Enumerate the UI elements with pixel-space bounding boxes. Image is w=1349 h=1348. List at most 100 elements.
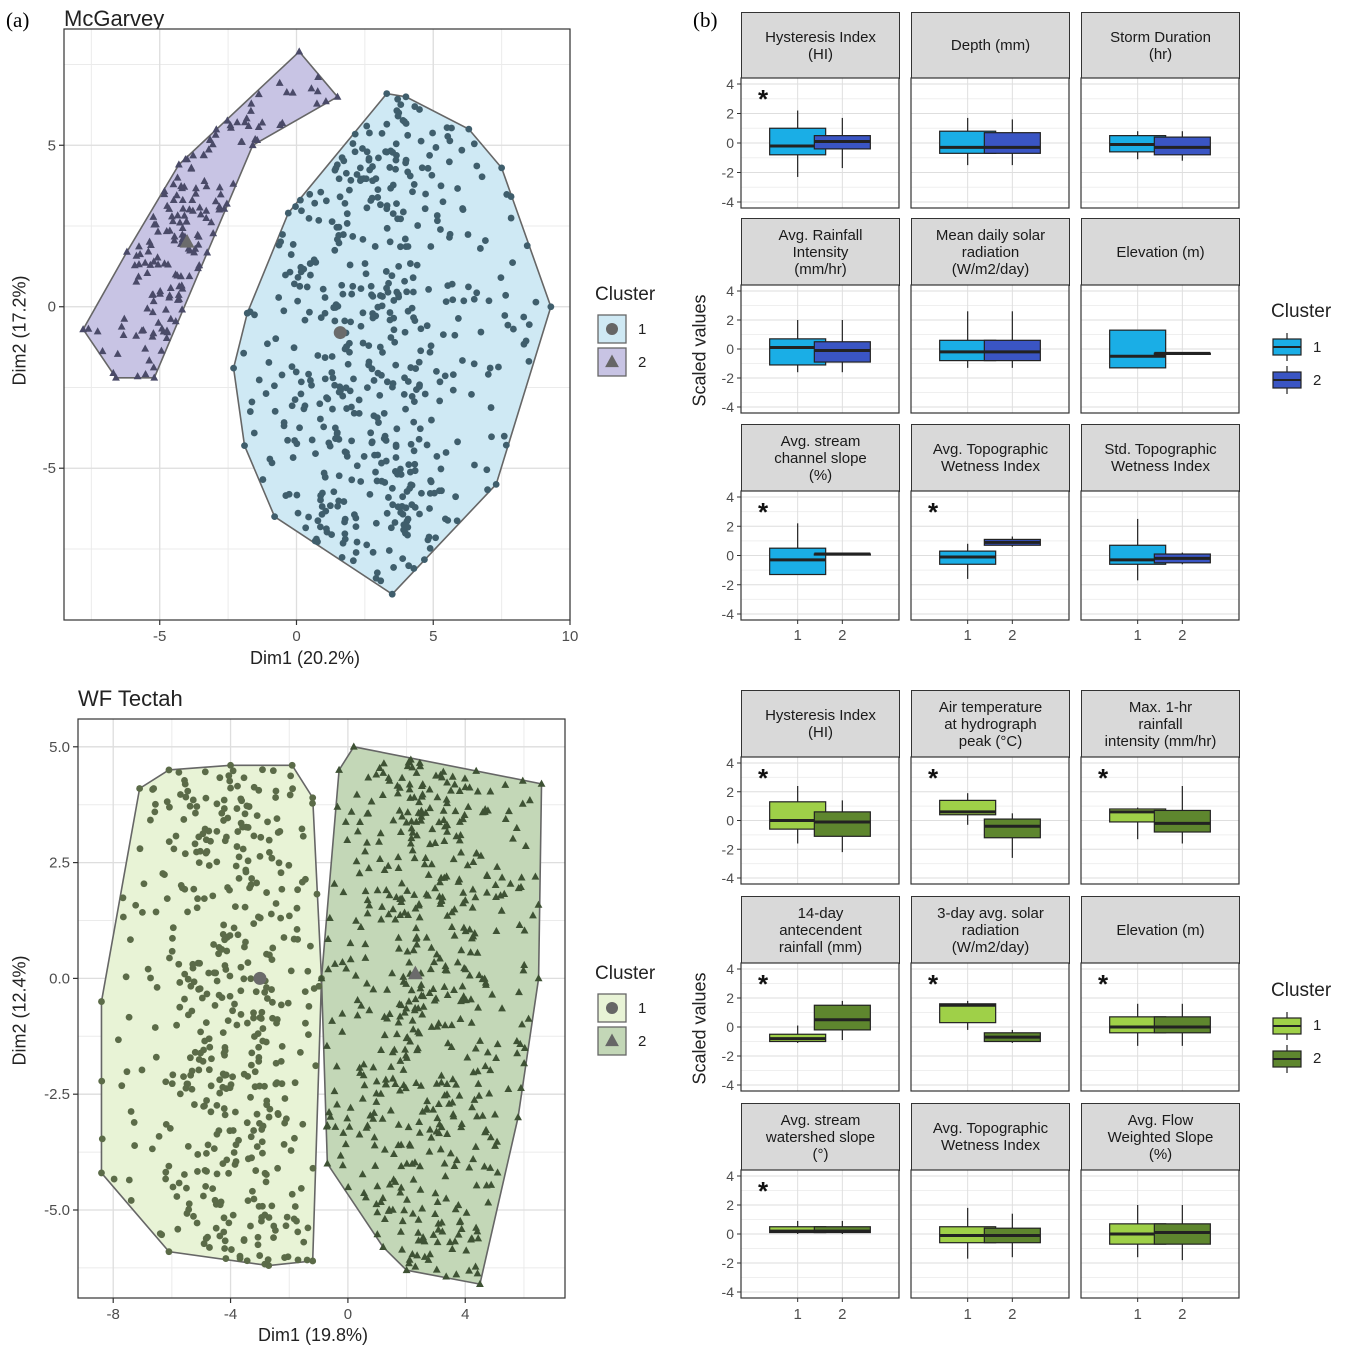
data-point xyxy=(231,1108,239,1116)
data-point xyxy=(402,405,409,413)
data-point xyxy=(176,1090,184,1098)
mcgarvey-x-title: Dim1 (20.2%) xyxy=(250,648,361,668)
data-point xyxy=(378,302,386,310)
data-point xyxy=(173,271,182,279)
data-point xyxy=(469,1068,478,1076)
data-point xyxy=(475,971,484,979)
data-point xyxy=(414,1215,423,1223)
data-point xyxy=(401,277,408,285)
data-point xyxy=(402,159,410,167)
data-point xyxy=(471,893,480,901)
y-tick-label: -2 xyxy=(722,370,735,386)
data-point xyxy=(445,1099,454,1107)
data-point xyxy=(408,1209,417,1217)
data-point xyxy=(211,1196,219,1204)
data-point xyxy=(443,827,451,835)
data-point xyxy=(439,806,448,814)
data-point xyxy=(212,1224,220,1232)
data-point xyxy=(284,209,292,217)
data-point xyxy=(399,555,407,563)
data-point xyxy=(259,476,267,483)
data-point xyxy=(357,1001,366,1009)
data-point xyxy=(367,429,375,437)
data-point xyxy=(396,1056,405,1064)
data-point xyxy=(387,1062,396,1070)
data-point xyxy=(483,466,491,474)
data-point xyxy=(417,816,425,824)
data-point xyxy=(222,1071,230,1079)
data-point xyxy=(333,1100,341,1108)
data-point xyxy=(416,381,423,389)
data-point xyxy=(517,1083,525,1091)
data-point xyxy=(335,388,343,396)
data-point xyxy=(363,896,372,904)
data-point xyxy=(152,908,160,916)
data-point xyxy=(312,450,319,458)
data-point xyxy=(343,405,351,412)
data-point xyxy=(422,190,429,198)
data-point xyxy=(251,1033,258,1040)
data-point xyxy=(339,290,347,298)
data-point xyxy=(266,455,274,463)
data-point xyxy=(190,978,198,986)
data-point xyxy=(278,885,286,893)
data-point xyxy=(380,1030,389,1039)
data-point xyxy=(468,934,476,942)
data-point xyxy=(361,260,369,267)
data-point xyxy=(359,145,366,152)
data-point xyxy=(288,402,296,410)
data-point xyxy=(205,1066,213,1074)
data-point xyxy=(378,790,387,798)
mcgarvey-title: McGarvey xyxy=(64,6,165,31)
data-point xyxy=(518,799,527,807)
data-point xyxy=(358,1170,367,1178)
data-point xyxy=(254,1241,262,1249)
data-point xyxy=(273,1019,280,1027)
data-point xyxy=(366,1111,375,1119)
data-point xyxy=(350,409,358,417)
data-point xyxy=(98,1135,106,1143)
data-point xyxy=(259,1149,266,1157)
data-point xyxy=(220,1105,228,1112)
data-point xyxy=(293,1217,300,1225)
data-point xyxy=(98,1169,105,1177)
data-point xyxy=(371,243,379,250)
data-point xyxy=(341,448,349,456)
data-point xyxy=(388,590,396,598)
data-point xyxy=(321,309,329,317)
data-point xyxy=(227,761,234,769)
data-point xyxy=(172,832,180,840)
data-point xyxy=(413,386,420,394)
data-point xyxy=(388,1074,397,1082)
data-point xyxy=(196,959,204,967)
data-point xyxy=(271,407,279,415)
data-point xyxy=(254,122,263,130)
data-point xyxy=(372,1200,381,1208)
data-point xyxy=(420,1252,429,1260)
legend-symbol xyxy=(605,1033,619,1047)
data-point xyxy=(333,802,342,810)
facet-border xyxy=(910,77,1070,209)
data-point xyxy=(289,785,296,793)
data-point xyxy=(297,390,305,398)
data-point xyxy=(534,900,543,908)
data-point xyxy=(240,1070,248,1078)
data-point xyxy=(227,1246,235,1253)
data-point xyxy=(483,888,491,896)
data-point xyxy=(387,334,395,341)
data-point xyxy=(341,345,349,353)
facet-border xyxy=(910,284,1070,414)
data-point xyxy=(435,1128,443,1137)
facet-strip: Avg. stream channel slope (%) xyxy=(741,424,900,492)
data-point xyxy=(349,557,357,565)
data-point xyxy=(428,416,435,424)
facet-strip: Storm Duration (hr) xyxy=(1081,12,1240,79)
data-point xyxy=(409,188,416,196)
data-point xyxy=(182,217,191,225)
data-point xyxy=(343,1114,352,1122)
data-point xyxy=(341,518,348,526)
y-tick-label: -4 xyxy=(722,606,735,622)
data-point xyxy=(132,901,140,909)
data-point xyxy=(283,1213,291,1221)
data-point xyxy=(455,786,464,794)
